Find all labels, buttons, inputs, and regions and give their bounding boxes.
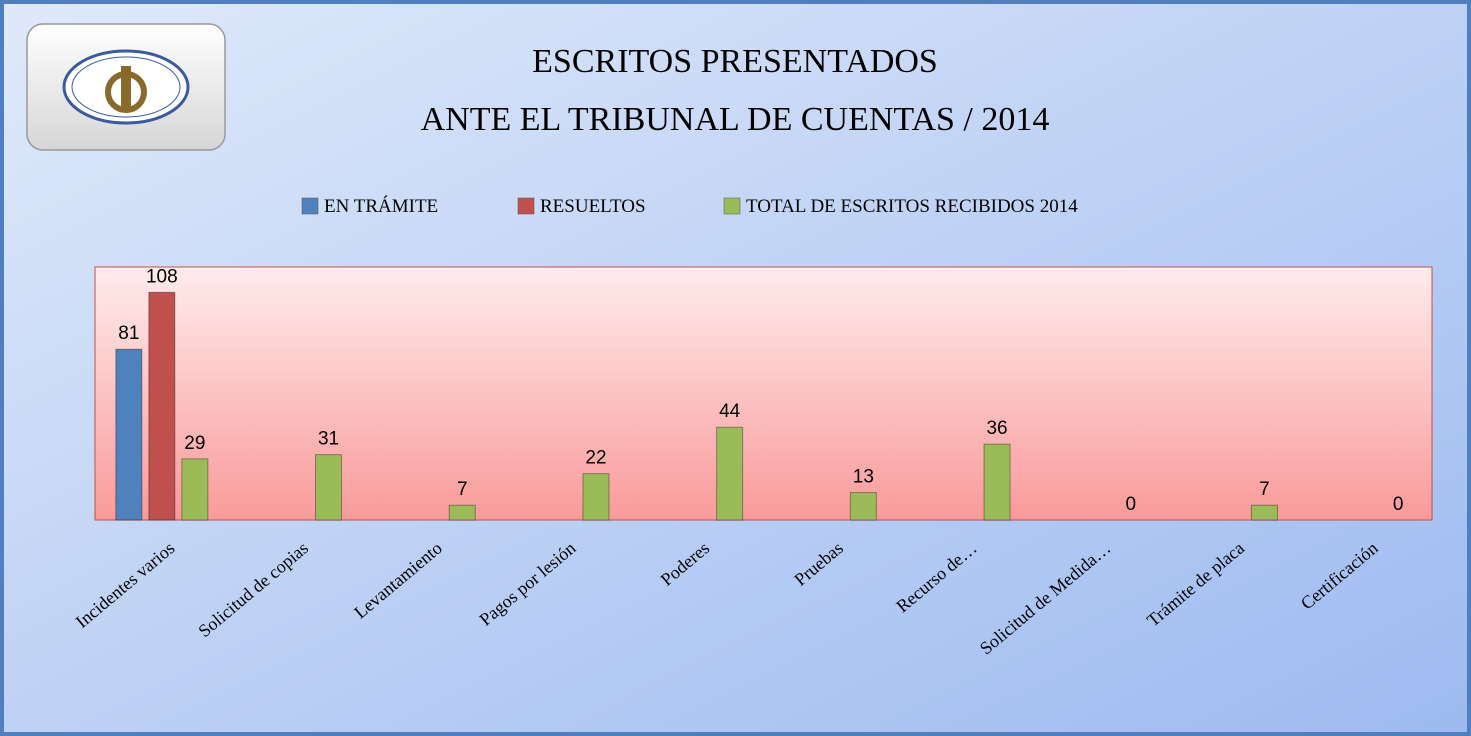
legend-label: RESUELTOS <box>540 196 646 217</box>
data-label: 44 <box>719 401 741 422</box>
data-label: 0 <box>1393 494 1404 515</box>
logo <box>26 23 226 151</box>
data-label: 7 <box>1259 479 1270 500</box>
plot-area <box>94 266 1433 521</box>
bar <box>582 473 610 521</box>
data-label: 13 <box>853 467 874 488</box>
data-label: 0 <box>1125 494 1136 515</box>
data-label: 108 <box>146 266 178 287</box>
legend-swatch <box>723 197 741 215</box>
data-label: 29 <box>184 433 205 454</box>
legend-label: EN TRÁMITE <box>324 195 438 217</box>
chart-subtitle: ANTE EL TRIBUNAL DE CUENTAS / 2014 <box>421 101 1050 138</box>
legend-label: TOTAL DE ESCRITOS RECIBIDOS 2014 <box>746 196 1078 217</box>
bar <box>148 291 176 521</box>
bar <box>448 504 476 521</box>
chart-title: ESCRITOS PRESENTADOS <box>532 43 938 80</box>
data-label: 36 <box>986 418 1007 439</box>
data-label: 81 <box>118 323 139 344</box>
bar <box>181 458 209 521</box>
legend-swatch <box>301 197 319 215</box>
data-label: 31 <box>318 429 339 450</box>
data-label: 22 <box>585 448 606 469</box>
bar <box>115 348 143 521</box>
bar <box>983 443 1011 521</box>
legend-swatch <box>517 197 535 215</box>
bar <box>716 426 744 521</box>
bar <box>849 492 877 521</box>
bar <box>1250 504 1278 521</box>
bar <box>315 454 343 521</box>
data-label: 7 <box>457 479 468 500</box>
